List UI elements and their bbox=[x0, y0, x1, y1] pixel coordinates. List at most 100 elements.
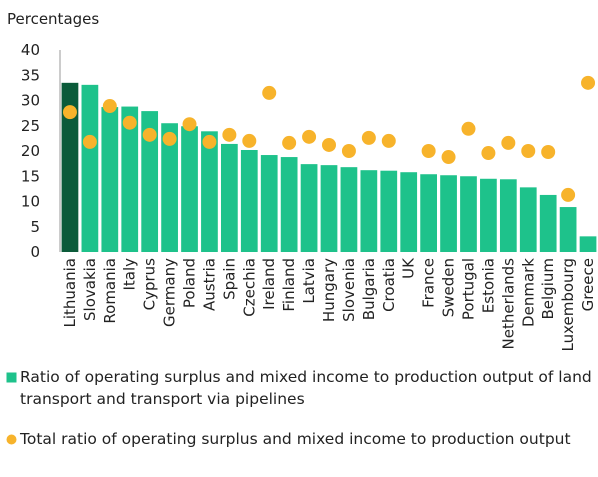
bar bbox=[340, 167, 358, 252]
x-tick-label: Belgium bbox=[539, 258, 557, 320]
dot bbox=[541, 145, 556, 160]
bar bbox=[280, 157, 298, 252]
bar bbox=[181, 126, 198, 252]
bar bbox=[559, 207, 577, 252]
x-tick-label: Luxembourg bbox=[559, 258, 577, 352]
dot bbox=[202, 134, 217, 149]
legend-label: Ratio of operating surplus and mixed inc… bbox=[20, 368, 592, 408]
x-tick-label: Czechia bbox=[240, 258, 258, 317]
y-axis-label: Percentages bbox=[7, 10, 99, 28]
bar bbox=[61, 82, 79, 252]
legend-square bbox=[6, 372, 17, 383]
dot bbox=[501, 135, 516, 150]
bar bbox=[519, 187, 537, 252]
x-tick-label: Poland bbox=[181, 258, 199, 308]
dot bbox=[102, 99, 117, 114]
dot bbox=[481, 146, 496, 161]
bar bbox=[101, 107, 119, 252]
y-tick-label: 40 bbox=[21, 41, 40, 59]
legend-symbol bbox=[6, 372, 17, 383]
dot bbox=[82, 134, 97, 149]
y-tick-label: 20 bbox=[21, 142, 40, 160]
x-tick-label: Sweden bbox=[440, 258, 458, 317]
x-tick-label: Netherlands bbox=[499, 258, 517, 350]
x-tick-label: Spain bbox=[220, 258, 238, 300]
bar bbox=[480, 178, 497, 252]
x-tick-label: Slovakia bbox=[81, 258, 99, 321]
bar bbox=[81, 84, 99, 252]
y-tick-label: 25 bbox=[21, 117, 40, 135]
y-tick-label: 5 bbox=[30, 218, 40, 236]
x-tick-label: Ireland bbox=[260, 258, 278, 310]
dot bbox=[561, 187, 576, 202]
bar bbox=[499, 179, 517, 252]
x-tick-label: Cyprus bbox=[141, 258, 159, 311]
x-tick-label: Italy bbox=[121, 258, 139, 291]
dot bbox=[162, 131, 177, 146]
y-tick-label: 0 bbox=[30, 243, 40, 261]
bar bbox=[320, 165, 338, 252]
dot bbox=[222, 127, 237, 142]
x-tick-label: Bulgaria bbox=[360, 258, 378, 320]
bar bbox=[161, 123, 178, 252]
bar bbox=[420, 174, 437, 252]
dot bbox=[242, 133, 257, 148]
x-tick-label: Finland bbox=[280, 258, 298, 312]
x-tick-label: Germany bbox=[161, 258, 179, 327]
dot bbox=[322, 137, 336, 152]
dot bbox=[381, 133, 396, 148]
bar bbox=[141, 111, 159, 252]
legend-dot bbox=[6, 434, 17, 445]
bar bbox=[400, 172, 418, 252]
y-tick-label: 30 bbox=[21, 92, 40, 110]
y-tick-label: 35 bbox=[21, 66, 40, 84]
legend-symbol bbox=[6, 434, 17, 445]
bar bbox=[579, 236, 597, 252]
x-tick-label: Greece bbox=[579, 258, 597, 311]
bar bbox=[221, 143, 238, 252]
bar bbox=[260, 155, 278, 252]
bar bbox=[201, 131, 218, 252]
x-tick-label: Austria bbox=[200, 258, 218, 311]
x-tick-label: Denmark bbox=[519, 258, 537, 327]
bar bbox=[121, 106, 139, 252]
dot bbox=[282, 135, 297, 150]
dot bbox=[441, 150, 456, 165]
dot bbox=[421, 144, 436, 158]
x-tick-label: Estonia bbox=[479, 258, 497, 313]
dot bbox=[361, 130, 376, 145]
y-tick-label: 10 bbox=[21, 193, 40, 211]
dot bbox=[142, 127, 157, 142]
x-tick-label: Romania bbox=[101, 258, 119, 324]
dot bbox=[581, 75, 596, 90]
x-tick-label: Latvia bbox=[300, 258, 318, 304]
x-tick-label: Lithuania bbox=[61, 258, 79, 327]
legend-item: Total ratio of operating surplus and mix… bbox=[6, 428, 594, 450]
x-tick-label: Portugal bbox=[459, 258, 477, 320]
x-tick-label: Slovenia bbox=[340, 258, 358, 322]
bar bbox=[240, 149, 258, 252]
dot bbox=[521, 144, 536, 158]
bar bbox=[300, 164, 318, 252]
x-tick-label: Hungary bbox=[320, 258, 338, 322]
bar bbox=[460, 176, 477, 252]
dot bbox=[341, 144, 356, 158]
bar bbox=[360, 170, 378, 252]
dot bbox=[302, 129, 317, 144]
x-tick-label: UK bbox=[400, 257, 418, 279]
y-tick-label: 15 bbox=[21, 167, 40, 185]
dot bbox=[461, 121, 476, 136]
legend: Ratio of operating surplus and mixed inc… bbox=[6, 366, 594, 468]
bar bbox=[440, 175, 457, 252]
legend-item: Ratio of operating surplus and mixed inc… bbox=[6, 366, 594, 410]
dot bbox=[122, 115, 137, 130]
dot bbox=[182, 117, 197, 132]
bar bbox=[380, 170, 398, 252]
legend-label: Total ratio of operating surplus and mix… bbox=[20, 430, 571, 448]
x-tick-label: Croatia bbox=[380, 258, 398, 312]
bar bbox=[539, 194, 557, 252]
dot bbox=[262, 85, 277, 100]
x-tick-label: France bbox=[420, 258, 438, 308]
